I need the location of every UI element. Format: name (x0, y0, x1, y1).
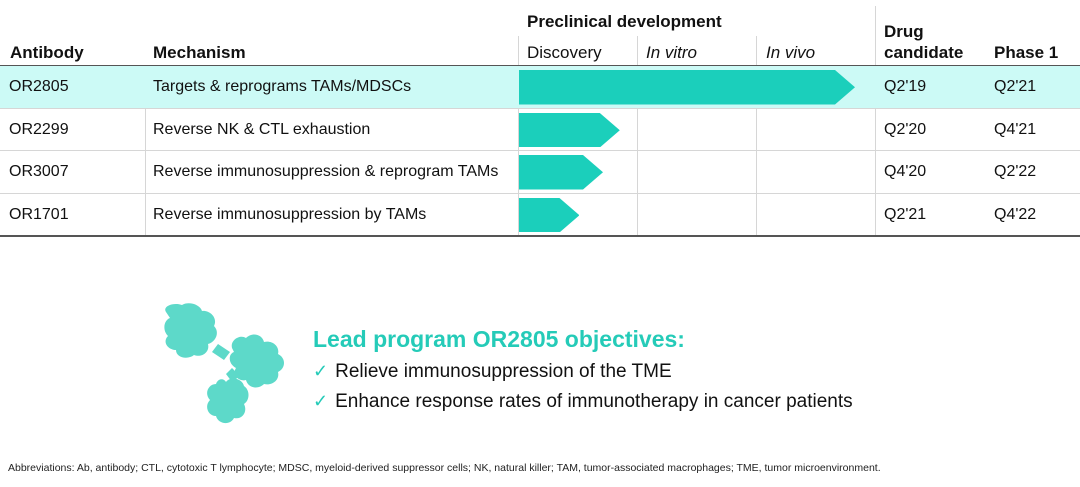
column-divider (875, 108, 876, 151)
check-icon: ✓ (313, 391, 329, 411)
antibody-name: OR3007 (9, 163, 69, 180)
column-divider (756, 108, 757, 151)
mechanism-text: Reverse immunosuppression by TAMs (153, 205, 427, 223)
antibody-name: OR2299 (9, 120, 69, 138)
header-divider (518, 36, 519, 66)
header-in-vitro: In vitro (646, 43, 698, 62)
progress-arrow (519, 155, 603, 190)
drug-candidate-date: Q2'20 (884, 120, 927, 138)
drug-candidate-date: Q4'20 (884, 163, 927, 180)
header-preclinical: Preclinical development (527, 12, 722, 31)
drug-candidate-date: Q2'21 (884, 205, 927, 223)
phase1-date: Q2'21 (994, 78, 1037, 95)
column-divider (875, 151, 876, 194)
bottom-rule (0, 235, 1080, 237)
table-row: OR3007 Reverse immunosuppression & reprog… (0, 151, 1080, 194)
objective-text: Relieve immunosuppression of the TME (335, 361, 672, 382)
table-row: OR2805 Targets & reprograms TAMs/MDSCs Q2'… (0, 66, 1080, 109)
phase1-date: Q2'22 (994, 163, 1037, 180)
header-drug-line2: candidate (884, 43, 964, 62)
header-divider (637, 36, 638, 66)
progress-arrow-shape (519, 70, 855, 105)
mechanism-text: Targets & reprograms TAMs/MDSCs (153, 78, 412, 95)
drug-candidate-date: Q2'19 (884, 78, 927, 95)
header-discovery: Discovery (527, 43, 602, 62)
progress-arrow-shape (519, 155, 603, 190)
abbreviations-footnote: Abbreviations: Ab, antibody; CTL, cytoto… (8, 462, 881, 474)
antibody-name: OR2805 (9, 78, 69, 95)
header-phase1: Phase 1 (994, 43, 1059, 62)
progress-arrow-shape (519, 197, 580, 232)
objective-text: Enhance response rates of immunotherapy … (335, 391, 853, 412)
header-mechanism: Mechanism (153, 43, 246, 62)
antibody-name: OR1701 (9, 205, 69, 223)
column-divider (145, 66, 146, 109)
row-divider (0, 107, 1080, 109)
column-divider (875, 193, 876, 236)
header-in-vivo: In vivo (766, 43, 816, 62)
column-divider (518, 193, 519, 236)
column-divider (637, 108, 638, 151)
header-antibody: Antibody (10, 43, 84, 62)
antibody-icon (164, 303, 284, 424)
objective-item: ✓ Relieve immunosuppression of the TME (313, 361, 672, 383)
row-divider (0, 150, 1080, 151)
progress-arrow (519, 70, 855, 105)
mechanism-text: Reverse immunosuppression & reprogram TA… (153, 163, 499, 180)
column-divider (637, 193, 638, 236)
header-divider (756, 36, 757, 66)
pipeline-table: Antibody Mechanism Preclinical developme… (0, 0, 1080, 237)
table-row: OR2299 Reverse NK & CTL exhaustion Q2'20 Q4… (0, 108, 1080, 151)
mechanism-text: Reverse NK & CTL exhaustion (153, 120, 371, 138)
lead-title: Lead program OR2805 objectives: (313, 326, 685, 352)
header-divider (875, 6, 876, 66)
column-divider (145, 108, 146, 151)
progress-arrow (519, 197, 580, 232)
check-icon: ✓ (313, 361, 329, 381)
header-drug-line1: Drug (884, 22, 924, 41)
phase1-date: Q4'21 (994, 120, 1037, 138)
column-divider (518, 151, 519, 194)
row-divider (0, 192, 1080, 194)
column-divider (518, 108, 519, 151)
table-row: OR1701 Reverse immunosuppression by TAMs Q… (0, 193, 1080, 236)
column-divider (756, 151, 757, 194)
column-divider (637, 151, 638, 194)
column-divider (145, 151, 146, 194)
progress-arrow (519, 112, 620, 147)
objective-item: ✓ Enhance response rates of immunotherapy… (313, 391, 853, 413)
progress-arrow-shape (519, 112, 620, 147)
column-divider (756, 193, 757, 236)
column-divider (875, 66, 876, 109)
phase1-date: Q4'22 (994, 205, 1037, 223)
column-divider (145, 193, 146, 236)
